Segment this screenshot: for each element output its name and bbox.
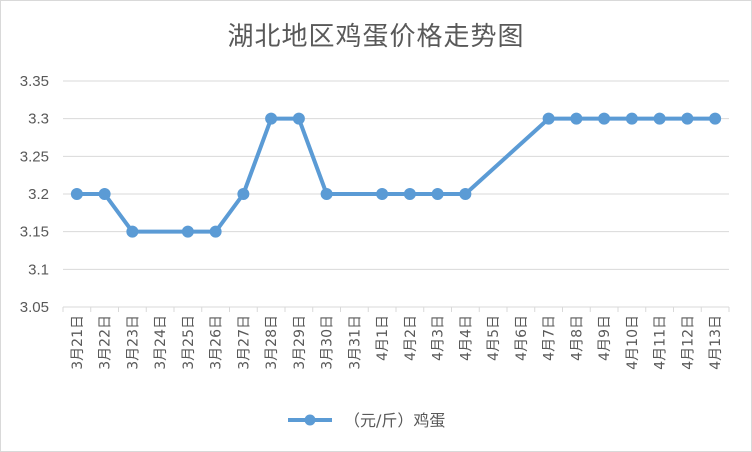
x-tick-label: 4月5日 <box>486 315 502 361</box>
x-tick-label: 3月21日 <box>70 315 86 370</box>
x-tick-label: 4月12日 <box>680 315 696 370</box>
data-point <box>126 225 139 238</box>
y-tick-label: 3.25 <box>20 148 49 165</box>
x-tick-label: 4月3日 <box>431 315 447 361</box>
x-tick-label: 4月13日 <box>708 315 724 370</box>
x-tick-label: 3月29日 <box>292 315 308 370</box>
data-point <box>598 112 611 125</box>
data-point <box>681 112 694 125</box>
x-tick-label: 3月28日 <box>264 315 280 370</box>
series-line <box>74 116 718 234</box>
data-point <box>376 188 389 200</box>
x-tick-label: 4月1日 <box>375 315 391 361</box>
x-tick-label: 4月11日 <box>653 315 669 370</box>
data-point <box>209 225 222 238</box>
y-tick-label: 3.15 <box>20 224 49 241</box>
x-tick-label: 4月9日 <box>597 315 613 361</box>
x-tick-label: 3月31日 <box>347 315 363 370</box>
x-tick-label: 4月6日 <box>514 315 530 361</box>
data-point <box>320 188 333 200</box>
data-point <box>653 112 666 125</box>
y-tick-label: 3.35 <box>20 73 49 90</box>
data-point <box>542 112 555 125</box>
x-tick-label: 4月8日 <box>569 315 585 361</box>
data-point <box>265 112 278 125</box>
y-tick-label: 3.3 <box>28 111 49 128</box>
x-tick-label: 4月2日 <box>403 315 419 361</box>
y-tick-label: 3.1 <box>28 261 49 278</box>
data-point <box>181 225 194 238</box>
chart-title: 湖北地区鸡蛋价格走势图 <box>227 22 525 52</box>
data-point <box>98 188 111 200</box>
data-point <box>237 188 250 200</box>
data-point <box>625 112 638 125</box>
x-tick-label: 3月26日 <box>209 315 225 370</box>
data-point <box>570 112 583 125</box>
x-tick-label: 4月4日 <box>458 315 474 361</box>
x-tick-label: 3月24日 <box>153 315 169 370</box>
x-tick-label: 4月10日 <box>625 315 641 370</box>
x-tick-label: 3月23日 <box>125 315 141 370</box>
y-tick-label: 3.2 <box>28 186 49 203</box>
data-point <box>709 112 722 125</box>
data-point <box>70 188 83 200</box>
legend-marker <box>304 414 316 426</box>
y-tick-label: 3.05 <box>20 299 49 316</box>
legend-label: （元/斤）鸡蛋 <box>344 411 445 430</box>
data-point <box>403 188 416 200</box>
x-tick-label: 4月7日 <box>542 315 558 361</box>
x-tick-label: 3月22日 <box>98 315 114 370</box>
data-point <box>292 112 305 125</box>
data-point <box>459 188 472 200</box>
x-tick-label: 3月27日 <box>236 315 252 370</box>
x-tick-label: 3月25日 <box>181 315 197 370</box>
x-tick-label: 3月30日 <box>320 315 336 370</box>
data-point <box>431 188 444 200</box>
